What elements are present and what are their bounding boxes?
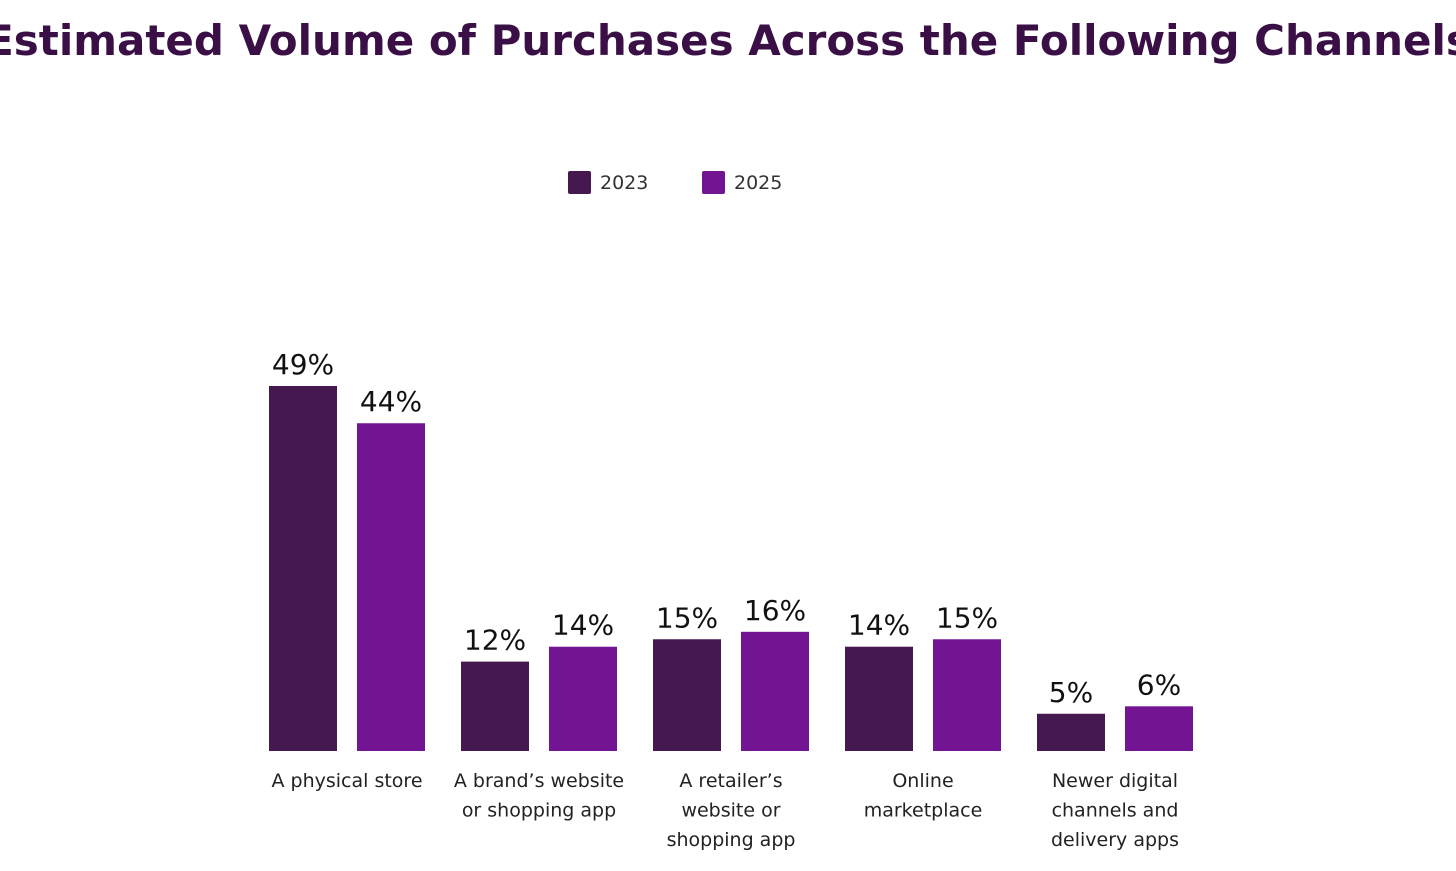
legend-label-2025: 2025 xyxy=(734,172,782,194)
legend-swatch-2023 xyxy=(568,171,591,194)
data-label-2023-0: 49% xyxy=(272,348,334,381)
data-label-2023-3: 14% xyxy=(848,609,910,642)
data-label-2025-2: 16% xyxy=(744,594,806,627)
bars-group xyxy=(269,386,1193,751)
category-label-2-line-1: website or xyxy=(681,800,780,822)
category-label-2-line-2: shopping app xyxy=(667,829,796,851)
category-label-2-line-0: A retailer’s xyxy=(679,770,782,792)
bar-2023-0 xyxy=(269,386,337,751)
category-labels-group: A physical store A brand’s website or shop… xyxy=(271,770,1179,851)
data-label-2023-1: 12% xyxy=(464,624,526,657)
data-label-2025-3: 15% xyxy=(936,601,998,634)
bar-2023-2 xyxy=(653,639,721,751)
bar-2025-4 xyxy=(1125,706,1193,751)
data-label-2025-4: 6% xyxy=(1137,668,1181,701)
bar-2025-2 xyxy=(741,631,809,751)
bar-2025-3 xyxy=(933,639,1001,751)
category-label-4-line-1: channels and xyxy=(1052,800,1179,822)
data-label-2023-2: 15% xyxy=(656,601,718,634)
bar-2023-1 xyxy=(461,661,529,751)
value-labels-group: 49% 44% 12% 14% 15% 16% 14% 15% 5% 6% xyxy=(272,348,1181,709)
bar-2025-1 xyxy=(549,646,617,751)
legend: 2023 2025 xyxy=(568,171,782,194)
category-label-0-line-0: A physical store xyxy=(271,770,422,792)
data-label-2025-1: 14% xyxy=(552,609,614,642)
bar-2025-0 xyxy=(357,423,425,751)
chart-title: Estimated Volume of Purchases Across the… xyxy=(0,16,1456,65)
legend-swatch-2025 xyxy=(702,171,725,194)
bar-2023-4 xyxy=(1037,713,1105,751)
category-label-3-line-1: marketplace xyxy=(864,800,983,822)
data-label-2023-4: 5% xyxy=(1049,676,1093,709)
category-label-1-line-0: A brand’s website xyxy=(454,770,624,792)
category-label-4-line-2: delivery apps xyxy=(1051,829,1179,851)
category-label-4-line-0: Newer digital xyxy=(1052,770,1178,792)
data-label-2025-0: 44% xyxy=(360,385,422,418)
legend-label-2023: 2023 xyxy=(600,172,648,194)
bar-2023-3 xyxy=(845,646,913,751)
category-label-3-line-0: Online xyxy=(892,770,953,792)
category-label-1-line-1: or shopping app xyxy=(462,800,616,822)
